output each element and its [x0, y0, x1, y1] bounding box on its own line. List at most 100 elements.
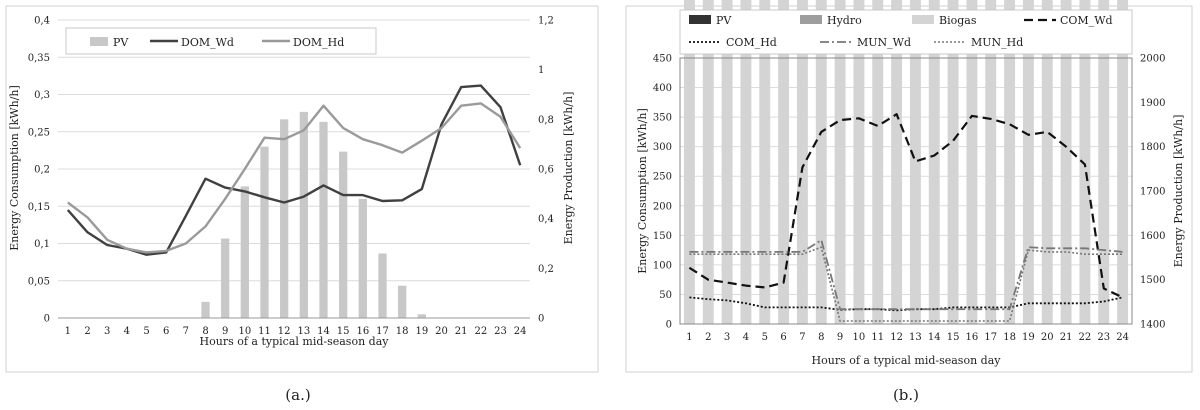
bar-biogas	[721, 0, 733, 324]
b-xtick-label: 19	[1022, 332, 1035, 343]
bar-biogas	[834, 0, 846, 324]
a-y2tick-label: 0,6	[538, 165, 554, 176]
chart-a-caption: (a.)	[285, 386, 310, 404]
a-xtick-label: 1	[65, 326, 71, 337]
b-y2tick-label: 1800	[1140, 142, 1165, 153]
b-xtick-label: 4	[743, 332, 749, 343]
b-y2tick-label: 1600	[1140, 231, 1165, 242]
bar-biogas	[1022, 0, 1034, 324]
a-xtick-label: 4	[124, 326, 130, 337]
a-xtick-label: 7	[183, 326, 189, 337]
chart-a-legend: PV DOM_Wd DOM_Hd	[65, 27, 377, 55]
a-xtick-label: 10	[238, 326, 251, 337]
a-ytick-label: 0,35	[28, 53, 50, 64]
b-ytick-label: 400	[653, 83, 672, 94]
a-y2tick-label: 1	[538, 65, 544, 76]
chart-a-xlabel: Hours of a typical mid-season day	[200, 335, 390, 348]
bar-biogas	[796, 0, 808, 324]
b-xtick-label: 8	[818, 332, 824, 343]
a-ytick-label: 0	[44, 314, 50, 325]
b-xtick-label: 18	[1003, 332, 1016, 343]
a-xtick-label: 12	[278, 326, 291, 337]
bar-biogas	[985, 0, 997, 324]
bar-biogas	[1079, 0, 1091, 324]
legend-label-pv: PV	[113, 36, 129, 49]
a-xtick-label: 9	[222, 326, 228, 337]
a-xtick-label: 17	[376, 326, 389, 337]
legend-swatch-hydro	[800, 15, 822, 24]
b-xtick-label: 14	[928, 332, 941, 343]
bar-pv	[378, 253, 387, 318]
chart-b-xlabel: Hours of a typical mid-season day	[812, 354, 1002, 367]
a-xtick-label: 15	[337, 326, 350, 337]
a-xtick-label: 14	[317, 326, 330, 337]
b-ytick-label: 200	[653, 201, 672, 212]
a-y2tick-label: 0,4	[538, 214, 554, 225]
bar-pv	[339, 151, 348, 318]
chart-b-ylabel: Energy Consumption [kWh/h]	[636, 108, 649, 274]
a-xtick-label: 24	[514, 326, 527, 337]
b-xtick-label: 11	[871, 332, 884, 343]
a-xtick-label: 5	[143, 326, 149, 337]
b-y2tick-label: 1500	[1140, 275, 1165, 286]
legend-swatch-pv-b	[689, 15, 711, 24]
b-xtick-label: 17	[984, 332, 997, 343]
bar-biogas	[1041, 0, 1053, 324]
chart-b-frame	[625, 5, 1193, 373]
legend-swatch-pv	[90, 37, 108, 46]
bar-biogas	[1117, 0, 1129, 324]
chart-b-y2label: Energy Production [kWh/h]	[1172, 115, 1185, 268]
a-y2tick-label: 0	[538, 314, 544, 325]
b-y2tick-label: 1900	[1140, 98, 1165, 109]
chart-a-legend-box	[65, 27, 377, 55]
bar-biogas	[872, 0, 884, 324]
a-xtick-label: 21	[455, 326, 468, 337]
bar-biogas	[1060, 0, 1072, 324]
line-mun-hd	[689, 246, 1123, 322]
b-ytick-label: 100	[653, 260, 672, 271]
line-mun-wd	[689, 239, 1123, 311]
chart-b: 0 50 100 150 200 250 300 350 400 450 1400 1500 1600…	[625, 0, 1193, 404]
chart-b-caption: (b.)	[893, 386, 919, 404]
legend-label-mun-hd: MUN_Hd	[971, 36, 1023, 49]
a-ytick-label: 0,05	[28, 276, 50, 287]
bar-pv	[280, 119, 289, 318]
a-xtick-label: 20	[435, 326, 448, 337]
b-xtick-label: 2	[705, 332, 711, 343]
bar-biogas	[683, 0, 695, 324]
a-xtick-label: 13	[297, 326, 310, 337]
bar-pv	[319, 121, 328, 318]
bar-biogas	[702, 0, 714, 324]
b-xtick-label: 15	[947, 332, 960, 343]
a-xtick-label: 18	[396, 326, 409, 337]
bar-pv	[398, 285, 407, 318]
b-xtick-label: 23	[1097, 332, 1110, 343]
b-xtick-label: 1	[686, 332, 692, 343]
chart-b-legend-box	[679, 9, 1133, 55]
legend-label-hydro: Hydro	[827, 14, 862, 27]
b-xtick-label: 3	[724, 332, 730, 343]
bar-biogas	[759, 0, 771, 324]
line-dom-wd	[66, 84, 522, 256]
b-ytick-label: 300	[653, 142, 672, 153]
b-xtick-label: 10	[853, 332, 866, 343]
bar-pv	[417, 314, 426, 318]
chart-a: 0 0,05 0,1 0,15 0,2 0,25 0,3 0,35 0,4 0 0,2 0,4 0,6…	[5, 5, 599, 404]
bar-pv	[260, 146, 269, 318]
chart-b-plot-border	[679, 57, 1133, 325]
bar-pv	[240, 186, 249, 318]
bar-biogas	[815, 0, 827, 324]
a-ytick-label: 0,3	[34, 90, 50, 101]
b-ytick-label: 0	[666, 320, 672, 331]
line-dom-hd	[67, 102, 522, 254]
b-ytick-label: 150	[653, 231, 672, 242]
b-xtick-label: 13	[909, 332, 922, 343]
a-ytick-label: 0,2	[34, 165, 50, 176]
chart-a-ylabel: Energy Consumption [kWh/h]	[8, 85, 21, 251]
bar-biogas	[928, 0, 940, 324]
a-xtick-label: 23	[494, 326, 507, 337]
b-y2tick-label: 1400	[1140, 320, 1165, 331]
bar-pv	[299, 111, 308, 318]
bar-biogas	[778, 0, 790, 324]
